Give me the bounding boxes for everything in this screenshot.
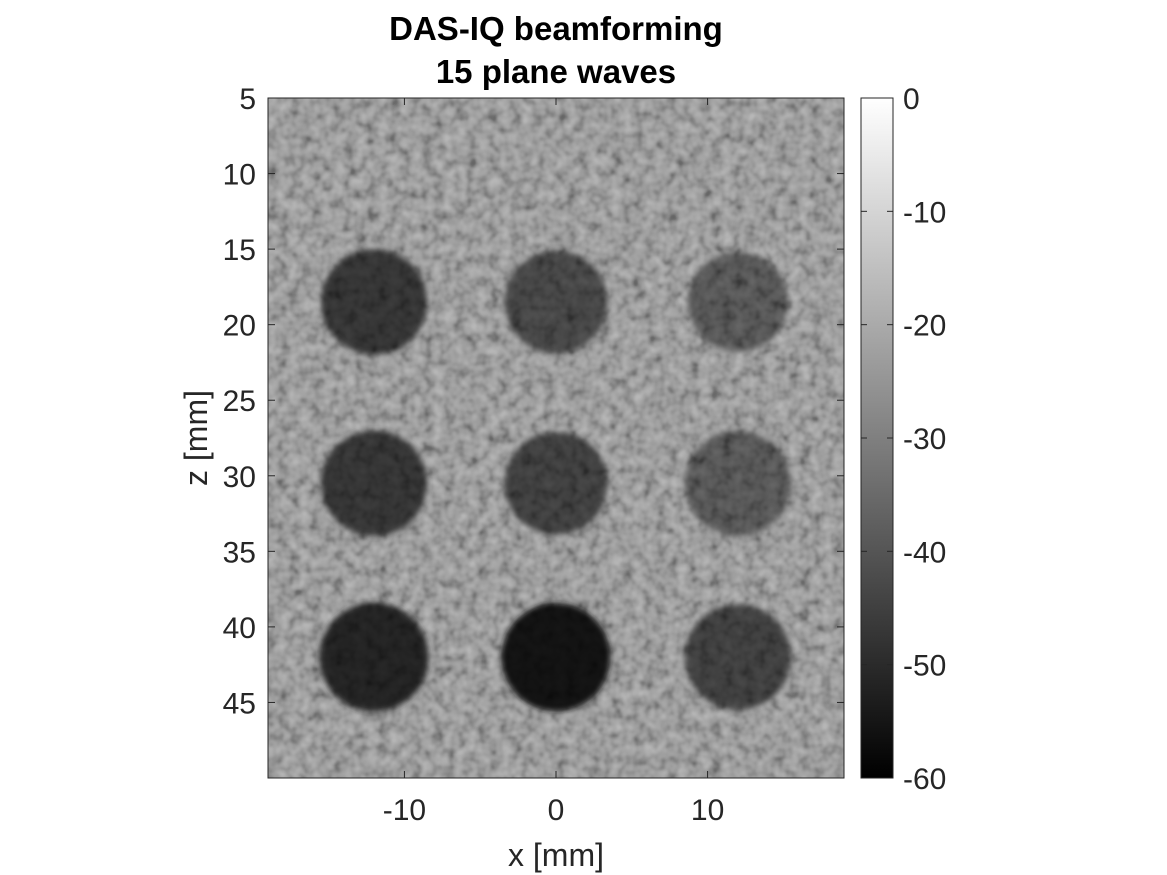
y-tick-label: 30 — [223, 461, 256, 494]
y-tick-label: 35 — [223, 536, 256, 569]
y-tick-label: 40 — [223, 612, 256, 645]
x-tick-label: 0 — [548, 794, 565, 827]
y-tick-label: 5 — [239, 83, 256, 116]
colorbar-tick-label: 0 — [903, 83, 920, 116]
beamformed-image — [268, 98, 844, 778]
speckle-texture — [268, 98, 844, 778]
x-tick-label: 10 — [691, 794, 724, 827]
y-axis-label: z [mm] — [178, 390, 214, 486]
colorbar-tick-label: -40 — [903, 536, 946, 569]
y-tick-label: 45 — [223, 687, 256, 720]
y-tick-label: 20 — [223, 310, 256, 343]
colorbar-tick-label: -20 — [903, 310, 946, 343]
colorbar-tick-label: -60 — [903, 763, 946, 796]
y-tick-label: 15 — [223, 234, 256, 267]
colorbar-tick-label: -30 — [903, 423, 946, 456]
y-tick-label: 10 — [223, 159, 256, 192]
y-axis-ticks: 5 10 15 20 25 30 35 40 45 — [223, 83, 844, 720]
y-tick-label: 25 — [223, 385, 256, 418]
colorbar-tick-label: -10 — [903, 196, 946, 229]
colorbar-tick-label: -50 — [903, 650, 946, 683]
x-tick-label: -10 — [383, 794, 426, 827]
x-axis-ticks: -10 0 10 — [383, 98, 724, 827]
colorbar-ticks: 0 -10 -20 -30 -40 -50 -60 — [861, 83, 946, 796]
x-axis-label: x [mm] — [508, 837, 604, 873]
chart-title-line-1: DAS-IQ beamforming — [389, 10, 723, 47]
chart-title-line-2: 15 plane waves — [436, 53, 676, 90]
